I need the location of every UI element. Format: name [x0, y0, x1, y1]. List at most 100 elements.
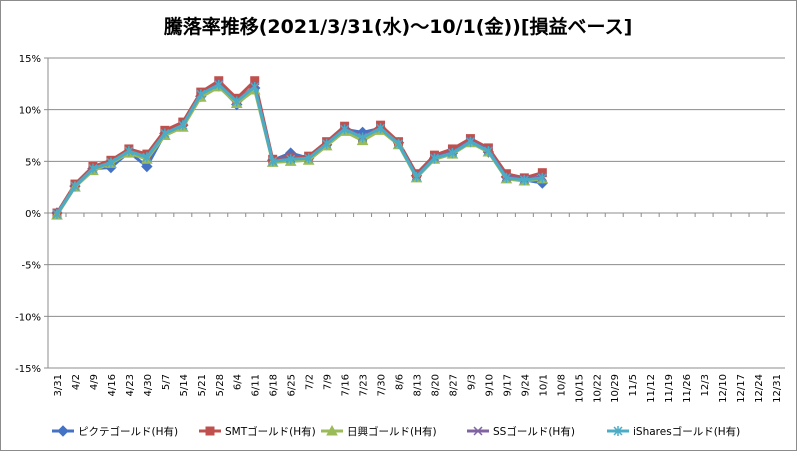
- x-tick-label: 7/16: [341, 374, 352, 396]
- y-tick-label: 10%: [19, 106, 41, 117]
- x-tick-label: 11/26: [682, 374, 693, 403]
- data-point: [124, 146, 134, 156]
- x-tick-label: 6/11: [251, 374, 262, 396]
- data-point: [106, 157, 116, 168]
- data-point: [613, 426, 623, 436]
- data-point: [88, 163, 98, 174]
- x-tick-label: 9/3: [466, 374, 477, 390]
- data-point-stroke: [473, 426, 483, 436]
- x-tick-label: 6/25: [287, 374, 298, 396]
- y-tick-label: 0%: [25, 209, 41, 220]
- x-tick-label: 5/21: [197, 374, 208, 396]
- legend-item: ピクテゴールド(H有): [52, 425, 178, 438]
- x-tick-label: 10/15: [574, 374, 585, 403]
- data-point: [286, 154, 296, 165]
- chart-title: 騰落率推移(2021/3/31(水)～10/1(金))[損益ベース]: [163, 15, 633, 38]
- data-point: [322, 138, 332, 149]
- data-point: [52, 209, 62, 220]
- x-tick-label: 12/17: [736, 374, 747, 403]
- data-point: [376, 123, 386, 134]
- x-tick-label: 8/13: [413, 374, 424, 396]
- y-tick-label: -5%: [22, 261, 41, 272]
- x-tick-label: 10/1: [538, 374, 549, 396]
- y-tick-label: 5%: [25, 157, 41, 168]
- legend-item: iSharesゴールド(H有): [607, 425, 740, 438]
- data-point: [232, 96, 242, 107]
- axes: [47, 58, 785, 368]
- x-tick-label: 8/20: [430, 374, 441, 396]
- data-point: [205, 426, 215, 436]
- data-point: [483, 146, 493, 156]
- y-tick-label: -10%: [15, 312, 41, 323]
- data-point: [340, 124, 350, 135]
- x-tick-label: 11/12: [646, 374, 657, 403]
- x-tick-label: 4/23: [125, 374, 136, 396]
- data-point: [70, 181, 80, 192]
- x-tick-label: 4/9: [89, 374, 100, 390]
- data-point: [142, 152, 152, 163]
- x-tick-label: 7/23: [359, 374, 370, 396]
- data-point: [214, 79, 224, 90]
- y-tick-label: 15%: [19, 54, 41, 65]
- legend-item: 日興ゴールド(H有): [321, 424, 437, 438]
- data-point: [160, 128, 170, 139]
- data-point: [304, 153, 314, 164]
- legend-label: ピクテゴールド(H有): [78, 425, 178, 438]
- series-5: [52, 79, 547, 220]
- series-lines: [51, 76, 549, 220]
- data-point: [57, 425, 69, 437]
- data-point: [268, 156, 278, 167]
- data-point: [196, 89, 206, 100]
- x-tick-label: 11/19: [664, 374, 675, 403]
- x-tick-label: 8/27: [448, 374, 459, 396]
- data-point: [393, 138, 404, 149]
- x-tick-label: 9/24: [520, 374, 531, 396]
- x-tick-label: 8/6: [395, 374, 406, 390]
- x-tick-label: 9/17: [502, 374, 513, 396]
- x-tick-label: 3/31: [53, 374, 64, 396]
- data-point: [537, 172, 547, 183]
- legend-label: SSゴールド(H有): [493, 425, 575, 438]
- x-tick-label: 6/4: [233, 374, 244, 390]
- data-point: [473, 426, 483, 436]
- legend: ピクテゴールド(H有) SMTゴールド(H有) 日興ゴールド(H有) SSゴールド(H…: [52, 424, 740, 438]
- x-tick-label: 7/30: [377, 374, 388, 396]
- legend-label: iSharesゴールド(H有): [633, 425, 740, 438]
- x-tick-label: 5/28: [215, 374, 226, 396]
- data-point: [141, 160, 153, 173]
- x-tick-label: 4/30: [143, 374, 154, 396]
- x-tick-label: 4/16: [107, 374, 118, 396]
- x-tick-label: 10/22: [592, 374, 603, 403]
- x-tick-label: 6/18: [269, 374, 280, 396]
- x-tick-label: 12/24: [754, 374, 765, 403]
- x-tick-label: 4/2: [71, 374, 82, 390]
- x-tick-label: 12/10: [718, 374, 729, 403]
- legend-item: SSゴールド(H有): [467, 425, 575, 438]
- x-tick-label: 12/31: [772, 374, 783, 403]
- data-point: [447, 148, 457, 159]
- x-tick-label: 12/3: [700, 374, 711, 396]
- series-line: [55, 83, 543, 215]
- x-tick-label: 10/8: [556, 374, 567, 396]
- x-tick-label: 9/10: [484, 374, 495, 396]
- data-point: [178, 120, 188, 131]
- x-tick-label: 5/14: [179, 374, 190, 396]
- data-point: [465, 136, 475, 147]
- data-point: [358, 132, 368, 143]
- data-point: [519, 174, 529, 185]
- legend-label: 日興ゴールド(H有): [347, 425, 437, 438]
- y-tick-label: -15%: [15, 364, 41, 375]
- x-tick-label: 5/7: [161, 374, 172, 390]
- legend-item: SMTゴールド(H有): [199, 425, 316, 438]
- x-tick-label: 11/5: [628, 374, 639, 396]
- legend-label: SMTゴールド(H有): [225, 425, 316, 438]
- x-tick-label: 7/2: [305, 374, 316, 390]
- data-point: [429, 153, 440, 164]
- data-point: [501, 172, 511, 183]
- x-tick-label: 7/9: [323, 374, 334, 390]
- y-axis-tick-labels: -15% -10% -5% 0% 5% 10% 15%: [15, 54, 41, 375]
- x-axis-tick-labels: 3/31 4/2 4/9 4/16 4/23 4/30 5/7 5/14 5/21 5/28 6/4…: [53, 374, 783, 403]
